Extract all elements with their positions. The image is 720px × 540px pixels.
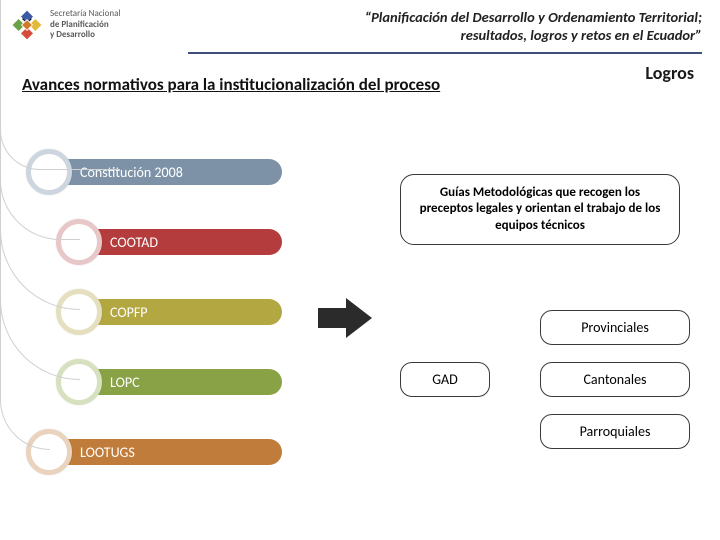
- hierarchy-label: COOTAD: [110, 234, 158, 251]
- header-quote: “Planificación del Desarrollo y Ordenami…: [365, 8, 702, 44]
- badge-logros: Logros: [645, 62, 694, 84]
- output-provinciales: Provinciales: [540, 310, 690, 345]
- output-parroquiales: Parroquiales: [540, 414, 690, 449]
- gad-box: GAD: [400, 362, 490, 397]
- header-rule: [188, 52, 702, 54]
- output-cantonales: Cantonales: [540, 362, 690, 397]
- quote-line-2: resultados, logros y retos en el Ecuador…: [365, 26, 702, 44]
- connector-curve: [0, 0, 50, 450]
- arrow-right-icon: [318, 298, 372, 338]
- arrow-shape: [318, 298, 372, 338]
- guide-box: Guías Metodológicas que recogen los prec…: [400, 174, 680, 245]
- hierarchy-label: LOOTUGS: [80, 444, 135, 461]
- hierarchy-label: COPFP: [110, 304, 148, 321]
- hierarchy-label: LOPC: [110, 374, 140, 391]
- quote-line-1: “Planificación del Desarrollo y Ordenami…: [365, 8, 702, 26]
